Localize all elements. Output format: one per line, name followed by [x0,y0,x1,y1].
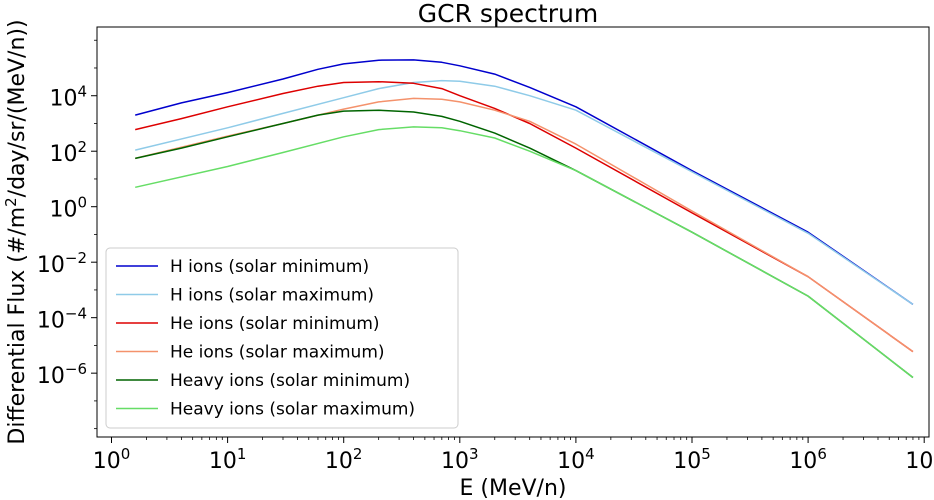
legend-label-he-ions-solar-minimum: He ions (solar minimum) [170,314,380,334]
y-tick-label: 100 [49,194,87,223]
y-tick-label: 10−2 [37,249,87,278]
x-tick-label: 100 [93,445,131,474]
x-tick-label: 105 [673,445,711,474]
x-tick-label: 101 [209,445,247,474]
x-tick-label: 102 [325,445,363,474]
plot-lines [135,59,914,379]
legend-label-he-ions-solar-maximum: He ions (solar maximum) [170,343,385,363]
x-tick-label: 104 [557,445,595,474]
x-tick-label: 103 [441,445,479,474]
y-tick-label: 102 [49,138,87,167]
x-tick-label: 107 [905,445,934,474]
x-tick-label: 106 [789,445,827,474]
x-axis-ticks: 100 101 102 103 104 105 106 107 [93,437,934,474]
legend: H ions (solar minimum) H ions (solar maxi… [105,247,459,429]
legend-box [105,247,459,429]
y-axis-ticks: 10−6 10−4 10−2 100 102 104 [37,39,97,430]
plot-frame [96,26,930,438]
series-line-he-ions-solar-minimum [135,80,914,353]
legend-label-heavy-ions-solar-maximum: Heavy ions (solar maximum) [170,400,415,420]
y-tick-label: 10−4 [37,305,87,334]
series-line-h-ions-solar-maximum [135,79,914,306]
y-axis-label: Differential Flux (#/m2/day/sr/(MeV/n)) [2,19,30,444]
legend-label-h-ions-solar-maximum: H ions (solar maximum) [170,286,374,306]
y-tick-label: 10−6 [37,360,87,389]
legend-label-h-ions-solar-minimum: H ions (solar minimum) [170,257,369,277]
chart-title: GCR spectrum [418,0,598,28]
series-line-h-ions-solar-minimum [135,59,914,306]
legend-label-heavy-ions-solar-minimum: Heavy ions (solar minimum) [170,371,410,391]
x-axis-label: E (MeV/n) [460,476,567,500]
series-line-heavy-ions-solar-maximum [135,126,914,379]
y-tick-label: 104 [49,83,87,112]
